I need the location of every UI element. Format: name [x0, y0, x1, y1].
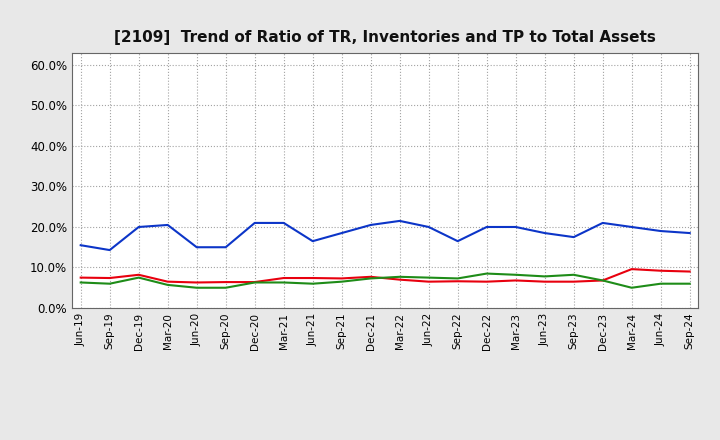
Trade Payables [308, 281, 317, 286]
Trade Payables [657, 281, 665, 286]
Trade Receivables [482, 279, 491, 284]
Trade Payables [251, 280, 259, 285]
Trade Receivables [366, 274, 375, 279]
Trade Receivables [570, 279, 578, 284]
Trade Receivables [279, 275, 288, 281]
Inventories [541, 231, 549, 236]
Inventories [454, 238, 462, 244]
Trade Receivables [424, 279, 433, 284]
Inventories [251, 220, 259, 226]
Trade Receivables [627, 267, 636, 272]
Trade Receivables [192, 280, 201, 285]
Inventories [627, 224, 636, 230]
Trade Receivables [163, 279, 172, 284]
Trade Receivables [221, 279, 230, 285]
Trade Payables [279, 280, 288, 285]
Trade Receivables [76, 275, 85, 280]
Trade Payables [454, 276, 462, 281]
Trade Payables [395, 274, 404, 279]
Inventories [482, 224, 491, 230]
Inventories [424, 224, 433, 230]
Trade Receivables [541, 279, 549, 284]
Trade Payables [541, 274, 549, 279]
Trade Payables [424, 275, 433, 280]
Inventories [598, 220, 607, 226]
Trade Receivables [454, 279, 462, 284]
Trade Payables [192, 285, 201, 290]
Inventories [570, 235, 578, 240]
Trade Payables [338, 279, 346, 284]
Inventories [105, 247, 114, 253]
Trade Payables [482, 271, 491, 276]
Line: Trade Receivables: Trade Receivables [81, 269, 690, 282]
Inventories [511, 224, 520, 230]
Inventories [685, 231, 694, 236]
Inventories [657, 228, 665, 234]
Trade Payables [105, 281, 114, 286]
Trade Payables [366, 276, 375, 281]
Line: Trade Payables: Trade Payables [81, 274, 690, 288]
Trade Receivables [657, 268, 665, 273]
Inventories [308, 238, 317, 244]
Inventories [279, 220, 288, 226]
Trade Receivables [135, 272, 143, 278]
Trade Payables [511, 272, 520, 278]
Inventories [76, 242, 85, 248]
Trade Payables [135, 275, 143, 280]
Inventories [192, 245, 201, 250]
Inventories [395, 218, 404, 224]
Trade Payables [163, 282, 172, 288]
Trade Payables [598, 278, 607, 283]
Line: Inventories: Inventories [81, 221, 690, 250]
Trade Payables [76, 280, 85, 285]
Trade Receivables [338, 276, 346, 281]
Trade Receivables [251, 279, 259, 285]
Trade Payables [221, 285, 230, 290]
Inventories [366, 222, 375, 227]
Trade Receivables [511, 278, 520, 283]
Trade Receivables [598, 278, 607, 283]
Trade Payables [685, 281, 694, 286]
Inventories [163, 222, 172, 227]
Inventories [135, 224, 143, 230]
Trade Receivables [308, 275, 317, 281]
Title: [2109]  Trend of Ratio of TR, Inventories and TP to Total Assets: [2109] Trend of Ratio of TR, Inventories… [114, 29, 656, 45]
Inventories [338, 231, 346, 236]
Trade Receivables [395, 277, 404, 282]
Inventories [221, 245, 230, 250]
Trade Receivables [105, 275, 114, 281]
Trade Payables [627, 285, 636, 290]
Trade Receivables [685, 269, 694, 274]
Trade Payables [570, 272, 578, 278]
